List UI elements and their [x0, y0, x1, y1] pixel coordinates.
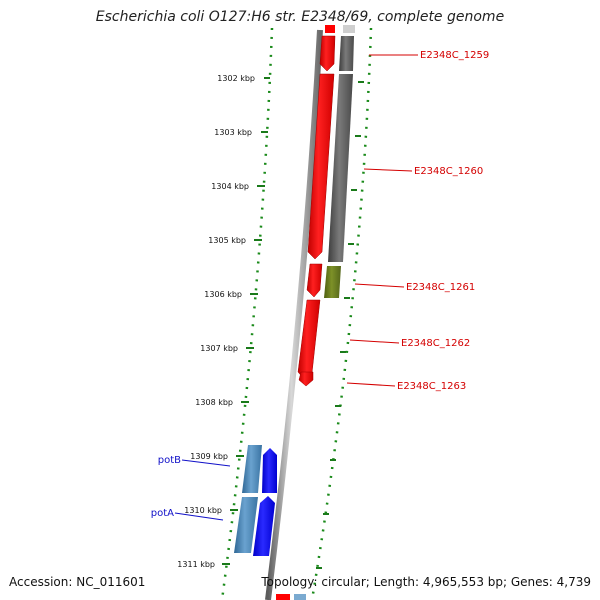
gene-block-gray-1259 [339, 36, 354, 71]
tick-label: 1310 kbp [184, 506, 222, 515]
gene-label-e2348c-1261[interactable]: E2348C_1261 [406, 282, 475, 293]
partial-gene-bottom-steel [294, 594, 306, 600]
gene-label-potb[interactable]: potB [158, 455, 181, 466]
partial-gene-top [325, 25, 335, 33]
tick-label: 1306 kbp [204, 290, 242, 299]
genome-backbone [265, 29, 323, 600]
scale-tick-labels: 1302 kbp 1303 kbp 1304 kbp 1305 kbp 1306… [177, 74, 255, 569]
tick-label: 1308 kbp [195, 398, 233, 407]
tick-label: 1302 kbp [217, 74, 255, 83]
gene-arrow-e2348c-1260 [307, 73, 335, 260]
gene-block-steel-potb [242, 445, 262, 493]
accession-text: Accession: NC_011601 [9, 575, 146, 589]
outer-scale-ticks [316, 81, 364, 569]
partial-gene-bottom [276, 594, 290, 600]
tick-label: 1305 kbp [208, 236, 246, 245]
gene-block-gray-1260 [328, 74, 353, 262]
gene-arrow-e2348c-1263 [298, 371, 314, 387]
gene-label-e2348c-1263[interactable]: E2348C_1263 [397, 381, 466, 392]
map-title: Escherichia coli O127:H6 str. E2348/69, … [95, 9, 505, 25]
tick-label: 1303 kbp [214, 128, 252, 137]
gene-arrow-pota [253, 496, 275, 556]
gene-label-pota[interactable]: potA [151, 508, 174, 519]
tick-label: 1309 kbp [190, 452, 228, 461]
genome-summary-text: Topology: circular; Length: 4,965,553 bp… [261, 575, 591, 589]
tick-label: 1307 kbp [200, 344, 238, 353]
scale-ticks [222, 77, 270, 565]
outer-dotted-arc [310, 27, 373, 600]
gene-label-leaders [174, 54, 418, 521]
gene-labels: E2348C_1259 E2348C_1260 E2348C_1261 E234… [151, 50, 489, 519]
gene-arrow-e2348c-1261 [306, 263, 323, 298]
tick-label: 1304 kbp [211, 182, 249, 191]
gene-block-steel-pota [234, 497, 258, 553]
gene-block-olive-1261 [324, 266, 341, 298]
gene-arrow-e2348c-1259 [319, 35, 336, 72]
gene-label-e2348c-1262[interactable]: E2348C_1262 [401, 338, 470, 349]
gene-label-e2348c-1260[interactable]: E2348C_1260 [414, 166, 483, 177]
inner-dotted-arc [220, 27, 274, 600]
tick-label: 1311 kbp [177, 560, 215, 569]
partial-gene-top-gray [343, 25, 355, 33]
gene-label-e2348c-1259[interactable]: E2348C_1259 [420, 50, 489, 61]
gene-arrow-potb [262, 448, 277, 493]
